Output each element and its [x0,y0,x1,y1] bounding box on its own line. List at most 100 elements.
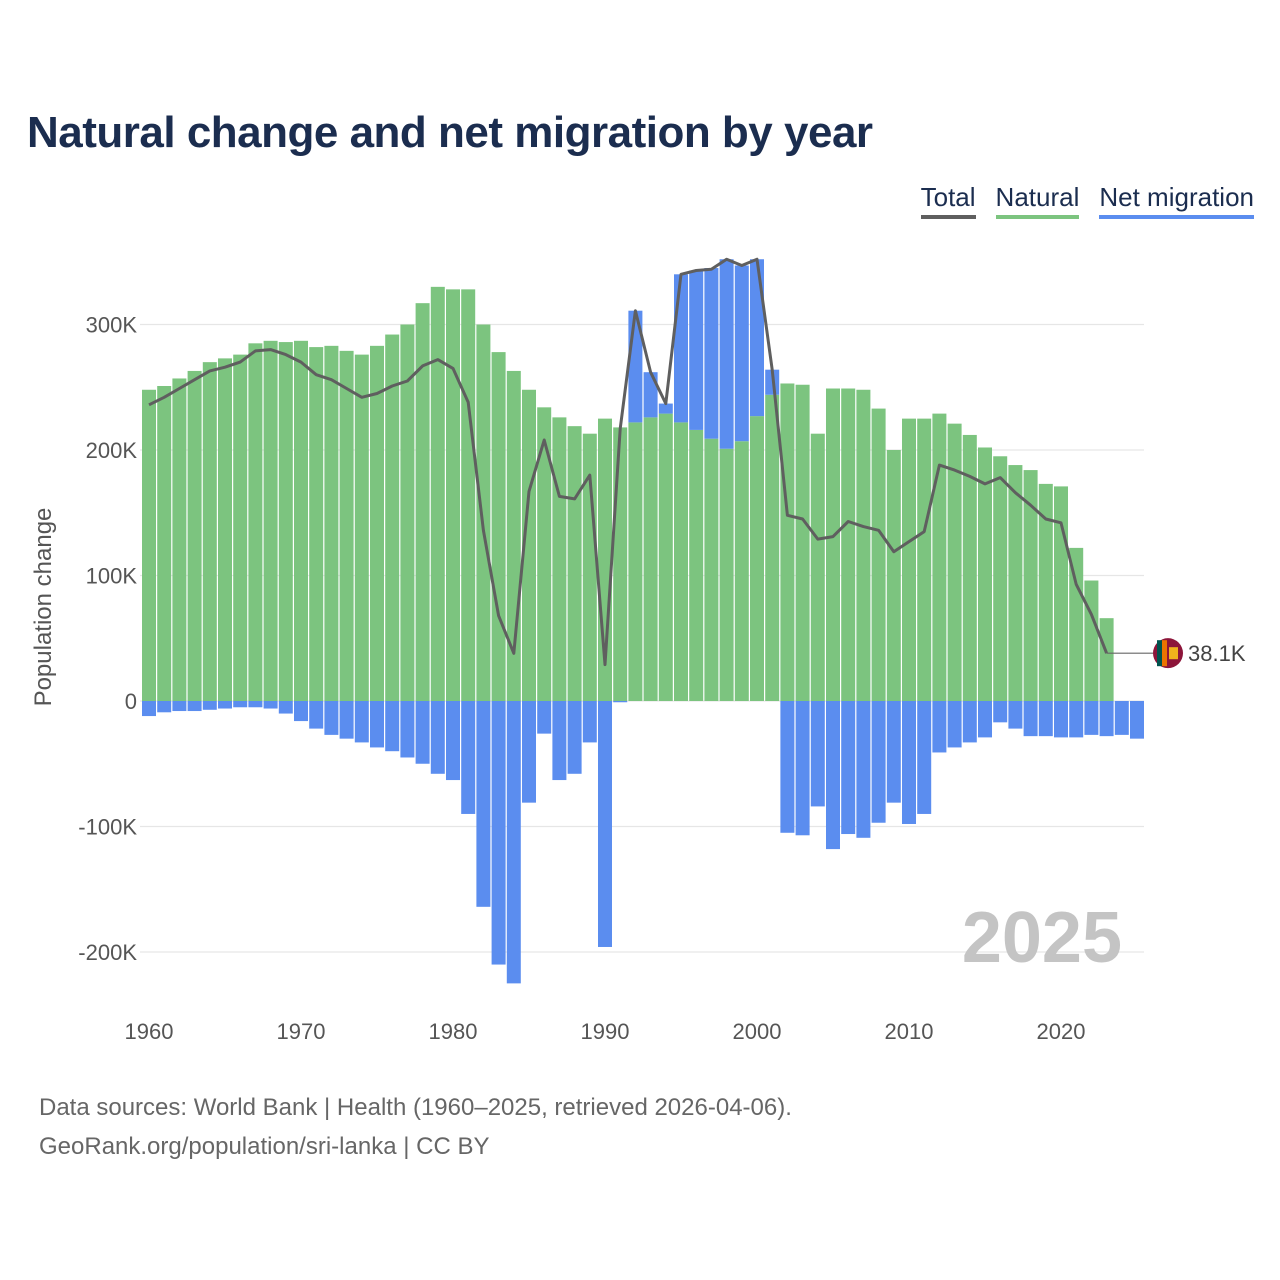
net-migration-bar [248,701,263,708]
natural-bar [674,422,688,701]
net-migration-bar [1008,701,1023,729]
natural-bar [962,434,977,701]
net-migration-bar [506,701,521,984]
net-migration-bars [142,259,1144,984]
legend-natural[interactable]: Natural [995,182,1080,219]
natural-bar [324,345,339,701]
natural-bar [1069,547,1084,701]
net-migration-bar [841,701,856,835]
x-tick-label: 1990 [581,1019,630,1044]
net-migration-bar [734,265,749,442]
population-change-chart: -200K -100K 0 100K 200K 300K 1960 1970 1980 1990… [30,257,1246,1044]
natural-bar [294,340,308,701]
end-value-label: 38.1K [1188,641,1246,666]
x-tick-label: 1960 [125,1019,174,1044]
natural-bar [826,388,840,701]
net-migration-bar [795,701,810,836]
natural-bar [370,345,384,701]
natural-bar [522,389,536,701]
legend-total[interactable]: Total [920,182,976,219]
net-migration-bar [886,701,901,803]
net-migration-bar [552,701,567,781]
y-tick-label: -100K [78,815,137,840]
natural-bar [233,354,248,701]
natural-bar [400,324,415,701]
natural-bar [1084,580,1099,701]
natural-bar [202,362,217,701]
y-axis-ticks: -200K -100K 0 100K 200K 300K [78,313,137,966]
net-migration-bar [476,701,491,907]
natural-bar [187,370,202,701]
net-migration-bar [400,701,415,758]
natural-bar [309,347,324,701]
net-migration-bar [856,701,871,838]
natural-bar [719,448,734,701]
net-migration-bar [750,259,764,417]
net-migration-bar [233,701,248,708]
natural-bar [142,389,156,701]
natural-bars [142,286,1114,701]
net-migration-bar [1038,701,1053,737]
natural-bar [704,438,719,701]
net-migration-bar [598,701,612,947]
net-migration-bar [1130,701,1144,739]
natural-bar [871,408,886,701]
natural-bar [339,350,354,701]
x-tick-label: 2000 [733,1019,782,1044]
net-migration-bar [187,701,202,712]
net-migration-bar [917,701,932,814]
natural-bar [491,352,506,701]
y-tick-label: 0 [125,689,137,714]
net-migration-bar [1069,701,1084,738]
footer: Data sources: World Bank | Health (1960–… [39,1088,792,1166]
natural-bar [476,324,491,701]
net-migration-bar [370,701,384,748]
net-migration-bar [157,701,172,713]
legend-net-migration[interactable]: Net migration [1099,182,1254,219]
net-migration-bar [430,701,445,774]
net-migration-bar [172,701,187,712]
net-migration-bar [294,701,308,722]
natural-bar [461,289,476,701]
end-marker: 38.1K [1106,638,1246,669]
natural-bar [856,389,871,701]
natural-bar [552,417,567,701]
natural-bar [218,358,232,701]
natural-bar [1038,483,1053,701]
net-migration-bar [1023,701,1038,737]
y-axis-title: Population change [30,508,57,707]
natural-bar [278,342,293,701]
natural-bar [902,418,916,701]
natural-bar [795,384,810,701]
x-tick-label: 1980 [429,1019,478,1044]
natural-bar [248,343,263,701]
net-migration-bar [385,701,400,752]
natural-bar [658,413,673,701]
current-year-label: 2025 [962,898,1122,978]
natural-bar [734,441,749,701]
natural-bar [780,383,795,701]
natural-bar [932,413,947,701]
natural-bar [750,416,764,701]
sri-lanka-flag-icon [1153,638,1183,669]
net-migration-bar [613,701,628,703]
natural-bar [765,394,780,701]
natural-bar [613,427,628,701]
natural-bar [263,340,278,701]
net-migration-bar [780,701,795,833]
net-migration-bar [1114,701,1129,735]
net-migration-bar [354,701,369,743]
net-migration-bar [993,701,1008,723]
net-migration-bar [278,701,293,714]
net-migration-bar [1099,701,1114,737]
net-migration-bar [689,270,704,430]
natural-bar [810,433,825,701]
natural-bar [354,354,369,701]
total-line [148,257,1108,667]
net-migration-bar [902,701,916,824]
natural-bar [1023,470,1038,701]
y-tick-label: -200K [78,940,137,965]
natural-bar [1008,465,1023,701]
net-migration-bar [658,403,673,414]
net-migration-bar [446,701,460,781]
